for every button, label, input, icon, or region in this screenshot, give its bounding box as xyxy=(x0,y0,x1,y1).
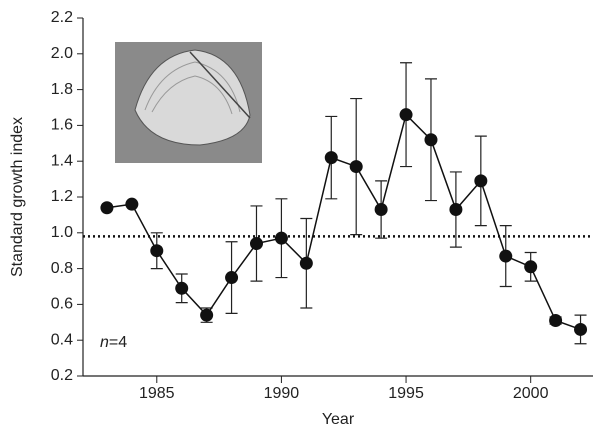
y-tick-label: 0.4 xyxy=(51,331,73,348)
annotation-text: =4 xyxy=(109,334,127,351)
annotation-symbol: n xyxy=(100,334,109,351)
annotation: n=4 xyxy=(100,334,127,351)
x-axis-label: Year xyxy=(322,411,355,428)
data-point xyxy=(349,160,363,174)
data-point xyxy=(499,249,513,263)
data-point xyxy=(249,237,263,251)
y-axis-label: Standard growth index xyxy=(9,117,26,277)
x-tick-label: 2000 xyxy=(513,385,549,402)
data-point xyxy=(175,281,189,295)
data-point xyxy=(399,108,413,122)
data-point xyxy=(225,271,239,285)
x-tick-label: 1990 xyxy=(264,385,300,402)
data-point xyxy=(574,322,588,336)
y-tick-label: 0.8 xyxy=(51,260,73,277)
data-point xyxy=(549,314,563,328)
data-point xyxy=(200,308,214,322)
y-tick-label: 2.0 xyxy=(51,45,73,62)
data-point xyxy=(324,151,338,165)
y-tick-label: 0.6 xyxy=(51,296,73,313)
y-tick-label: 1.0 xyxy=(51,224,73,241)
data-point xyxy=(274,231,288,245)
y-tick-label: 1.4 xyxy=(51,152,73,169)
y-tick-label: 1.8 xyxy=(51,81,73,98)
data-point xyxy=(474,174,488,188)
x-tick-label: 1985 xyxy=(139,385,175,402)
data-point xyxy=(150,244,164,258)
data-point xyxy=(374,203,388,217)
data-point xyxy=(125,197,139,211)
y-tick-label: 1.2 xyxy=(51,188,73,205)
data-point xyxy=(299,256,313,270)
shell-photo xyxy=(115,42,262,163)
data-point xyxy=(524,260,538,274)
y-tick-label: 1.6 xyxy=(51,117,73,134)
data-point xyxy=(100,201,114,215)
data-point xyxy=(449,203,463,217)
data-point xyxy=(424,133,438,147)
x-tick-label: 1995 xyxy=(388,385,424,402)
y-tick-label: 2.2 xyxy=(51,9,73,26)
y-tick-label: 0.2 xyxy=(51,367,73,384)
